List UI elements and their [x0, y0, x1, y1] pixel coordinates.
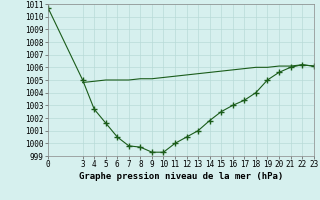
X-axis label: Graphe pression niveau de la mer (hPa): Graphe pression niveau de la mer (hPa)	[79, 172, 283, 181]
